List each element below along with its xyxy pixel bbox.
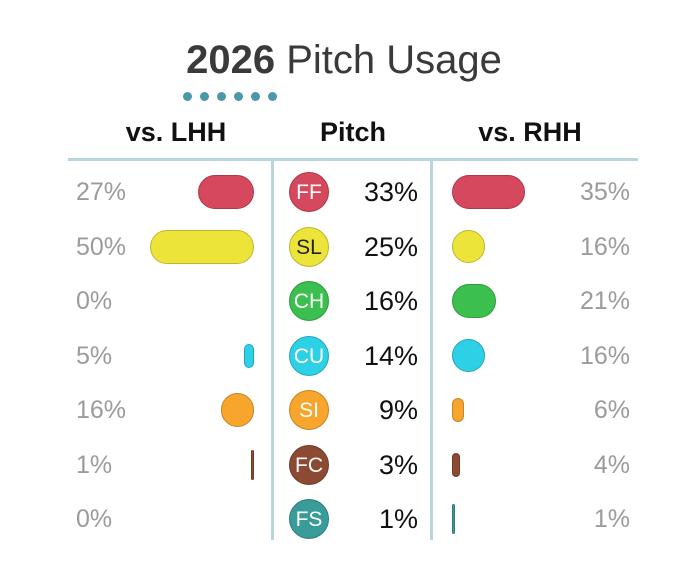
rhh-bar [452, 452, 461, 477]
overall-usage-percent: 16% [363, 286, 418, 316]
pitch-type-badge: FS [289, 499, 329, 539]
rhh-percent: 1% [593, 505, 630, 533]
lhh-percent: 1% [76, 450, 113, 479]
dot [268, 92, 277, 101]
rhh-percent: 35% [579, 178, 630, 206]
dot [183, 92, 192, 101]
column-header-pitch: Pitch [319, 117, 386, 147]
header-divider [68, 158, 638, 161]
lhh-bar [197, 175, 254, 209]
lhh-bar [220, 393, 254, 427]
title-text: Pitch Usage [286, 38, 502, 82]
lhh-percent: 5% [76, 341, 113, 370]
table-row: 50% SL 25% 16% [0, 220, 688, 274]
rhh-bar [452, 338, 486, 373]
rhh-bar [452, 229, 486, 264]
dot [251, 92, 260, 101]
rhh-bar [452, 175, 525, 209]
lhh-percent: 0% [76, 505, 113, 533]
rhh-bar [452, 284, 496, 318]
title-year: 2026 [186, 38, 276, 82]
overall-usage-percent: 9% [378, 395, 418, 425]
table-row: 27% FF 33% 35% [0, 165, 688, 219]
pitch-type-badge: CU [289, 335, 329, 376]
rhh-percent: 6% [593, 396, 630, 424]
rhh-percent: 16% [579, 232, 630, 261]
column-divider-left [271, 158, 274, 540]
pitch-type-badge: FC [289, 444, 329, 485]
rhh-percent: 21% [579, 287, 630, 315]
table-row: 0% CH 16% 21% [0, 274, 688, 328]
column-divider-right [430, 158, 433, 540]
rhh-bar [452, 504, 455, 534]
dot [234, 92, 243, 101]
chart-title: 2026 Pitch Usage [0, 36, 688, 84]
overall-usage-percent: 33% [363, 177, 418, 207]
table-row: 5% CU 14% 16% [0, 329, 688, 383]
lhh-bar [243, 343, 254, 368]
dot [217, 92, 226, 101]
column-header-rhh: vs. RHH [478, 117, 582, 147]
column-header-lhh: vs. LHH [125, 117, 227, 147]
pitch-type-badge: SI [289, 390, 329, 430]
table-row: 1% FC 3% 4% [0, 438, 688, 492]
lhh-bar [150, 229, 254, 264]
overall-usage-percent: 14% [363, 340, 418, 371]
lhh-percent: 0% [76, 287, 113, 315]
lhh-bar [251, 449, 254, 480]
overall-usage-percent: 25% [363, 231, 418, 262]
rhh-bar [452, 398, 465, 422]
pitch-type-badge: SL [289, 226, 329, 267]
rhh-percent: 16% [579, 341, 630, 370]
rhh-percent: 4% [593, 450, 630, 479]
dot [200, 92, 209, 101]
table-row: 16% SI 9% 6% [0, 383, 688, 437]
overall-usage-percent: 3% [378, 449, 418, 480]
lhh-percent: 16% [76, 396, 127, 424]
lhh-percent: 27% [76, 178, 127, 206]
lhh-percent: 50% [76, 232, 127, 261]
pitch-type-badge: CH [289, 281, 329, 321]
table-row: 0% FS 1% 1% [0, 492, 688, 546]
pitch-type-badge: FF [289, 172, 329, 212]
overall-usage-percent: 1% [378, 504, 418, 534]
